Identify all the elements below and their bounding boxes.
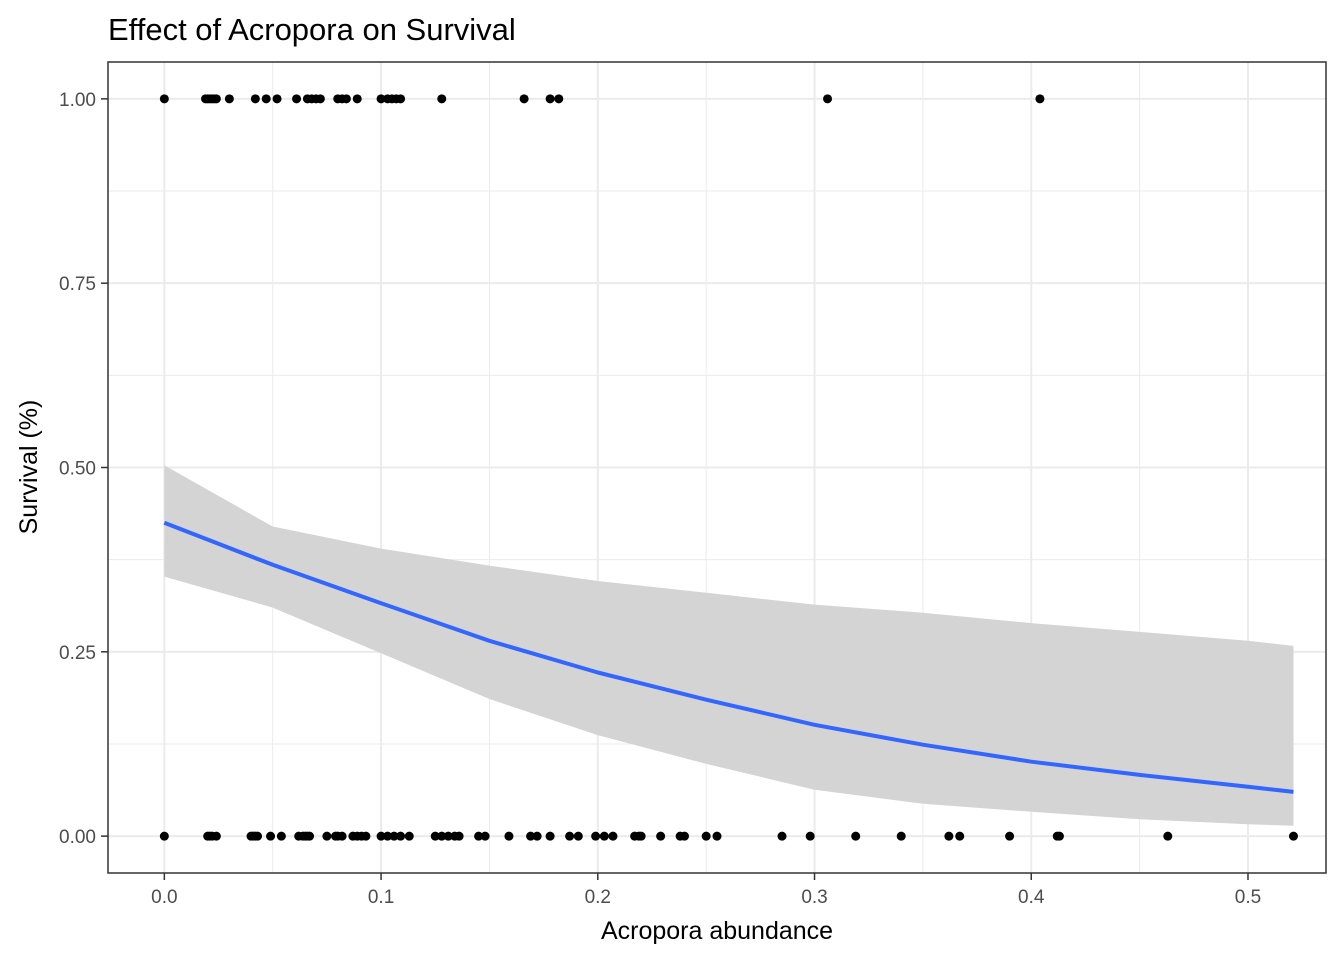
data-point-died xyxy=(532,831,542,841)
x-axis-title: Acropora abundance xyxy=(601,917,833,945)
data-point-survived xyxy=(376,94,386,104)
data-points xyxy=(159,94,1298,841)
data-point-died xyxy=(474,831,484,841)
data-point-survived xyxy=(292,94,302,104)
data-point-survived xyxy=(341,94,351,104)
data-point-survived xyxy=(261,94,271,104)
data-point-died xyxy=(608,831,618,841)
data-point-died xyxy=(211,831,221,841)
data-point-died xyxy=(851,831,861,841)
data-point-died xyxy=(1005,831,1015,841)
data-point-died xyxy=(253,831,263,841)
data-point-died xyxy=(1288,831,1298,841)
data-point-died xyxy=(276,831,286,841)
data-point-died xyxy=(545,831,555,841)
y-axis-title: Survival (%) xyxy=(15,400,43,535)
data-point-survived xyxy=(823,94,833,104)
confidence-ribbon xyxy=(164,465,1294,826)
x-tick-label: 0.0 xyxy=(151,887,177,908)
data-point-survived xyxy=(211,94,221,104)
data-point-died xyxy=(454,831,464,841)
data-point-died xyxy=(1054,831,1064,841)
data-point-died xyxy=(712,831,722,841)
x-tick-label: 0.2 xyxy=(585,887,611,908)
y-tick-label: 0.50 xyxy=(59,459,96,480)
data-point-died xyxy=(591,831,601,841)
data-point-died xyxy=(679,831,689,841)
y-axis: 0.00 0.25 0.50 0.75 1.00 xyxy=(59,90,108,848)
data-point-died xyxy=(480,831,490,841)
y-tick-label: 0.25 xyxy=(59,643,96,664)
data-point-died xyxy=(777,831,787,841)
data-point-died xyxy=(266,831,276,841)
data-point-died xyxy=(1163,831,1173,841)
data-point-died xyxy=(955,831,965,841)
data-point-died xyxy=(404,831,414,841)
data-point-died xyxy=(636,831,646,841)
x-axis: 0.0 0.1 0.2 0.3 0.4 0.5 xyxy=(151,873,1261,908)
chart-title: Effect of Acropora on Survival xyxy=(108,12,516,47)
data-point-died xyxy=(376,831,386,841)
data-point-died xyxy=(322,831,332,841)
data-point-survived xyxy=(250,94,260,104)
y-tick-label: 1.00 xyxy=(59,90,96,111)
x-tick-label: 0.3 xyxy=(801,887,827,908)
data-point-died xyxy=(389,831,399,841)
data-point-died xyxy=(159,831,169,841)
data-point-died xyxy=(443,831,453,841)
data-point-died xyxy=(701,831,711,841)
data-point-died xyxy=(305,831,315,841)
data-point-survived xyxy=(315,94,325,104)
data-point-died xyxy=(805,831,815,841)
data-point-survived xyxy=(159,94,169,104)
y-tick-label: 0.00 xyxy=(59,827,96,848)
data-point-died xyxy=(396,831,406,841)
data-point-survived xyxy=(272,94,282,104)
fit-line xyxy=(163,520,1294,794)
data-point-died xyxy=(599,831,609,841)
y-tick-label: 0.75 xyxy=(59,274,96,295)
data-point-died xyxy=(337,831,347,841)
data-point-died xyxy=(430,831,440,841)
data-point-survived xyxy=(396,94,406,104)
data-point-survived xyxy=(437,94,447,104)
data-point-survived xyxy=(224,94,234,104)
data-point-died xyxy=(526,831,536,841)
data-point-died xyxy=(896,831,906,841)
data-point-died xyxy=(504,831,514,841)
data-point-died xyxy=(361,831,371,841)
x-tick-label: 0.1 xyxy=(368,887,394,908)
data-point-died xyxy=(656,831,666,841)
data-point-died xyxy=(944,831,954,841)
data-point-survived xyxy=(519,94,529,104)
data-point-died xyxy=(573,831,583,841)
data-point-died xyxy=(437,831,447,841)
data-point-survived xyxy=(1035,94,1045,104)
data-point-survived xyxy=(352,94,362,104)
data-point-died xyxy=(565,831,575,841)
x-tick-label: 0.5 xyxy=(1235,887,1261,908)
data-point-died xyxy=(383,831,393,841)
data-point-survived xyxy=(545,94,555,104)
data-point-survived xyxy=(554,94,564,104)
x-tick-label: 0.4 xyxy=(1018,887,1045,908)
